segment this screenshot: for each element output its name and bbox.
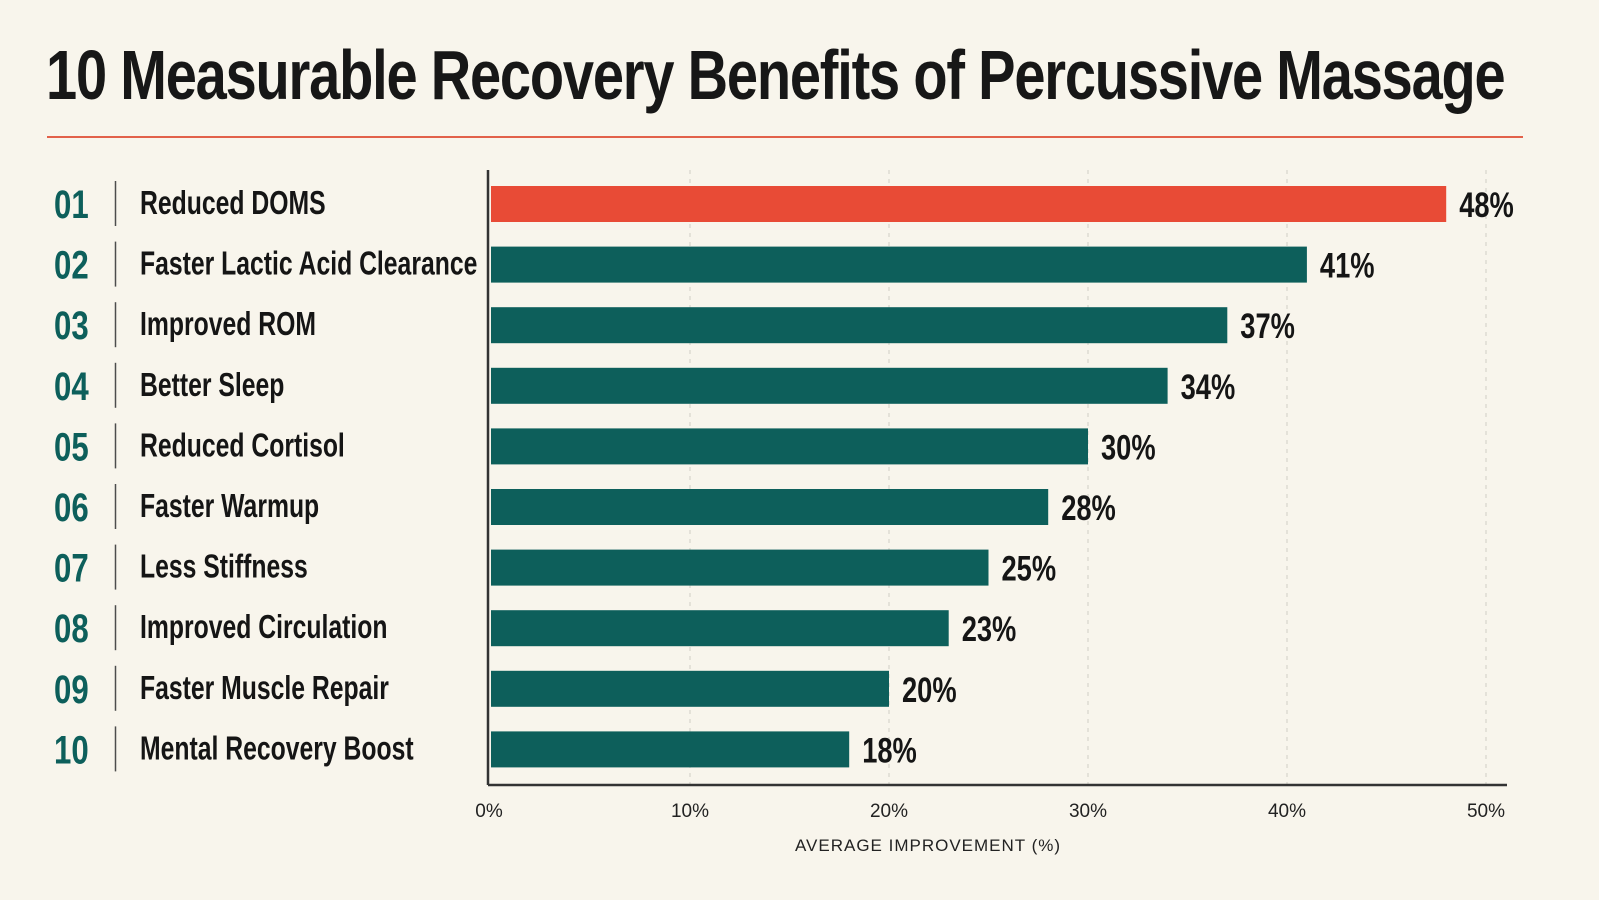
bar-10 [491, 731, 850, 768]
x-tick-label-50: 50% [1467, 801, 1505, 822]
rank-number-8: 08 [54, 607, 89, 652]
category-label-3: Improved ROM [140, 307, 316, 343]
bar-3 [491, 307, 1228, 344]
bar-8 [491, 610, 949, 647]
category-label-2: Faster Lactic Acid Clearance [140, 246, 477, 282]
value-label-2: 41% [1320, 246, 1375, 285]
value-label-3: 37% [1240, 307, 1295, 346]
value-label-8: 23% [962, 610, 1017, 649]
rank-number-9: 09 [54, 667, 89, 712]
rank-number-3: 03 [54, 304, 89, 349]
category-label-5: Reduced Cortisol [140, 428, 345, 464]
rank-number-6: 06 [54, 485, 89, 530]
value-label-6: 28% [1061, 489, 1116, 528]
title-divider [47, 136, 1523, 138]
category-label-4: Better Sleep [140, 368, 284, 404]
value-label-7: 25% [1001, 549, 1056, 588]
value-label-4: 34% [1181, 368, 1236, 407]
value-label-9: 20% [902, 671, 957, 710]
category-label-7: Less Stiffness [140, 549, 308, 585]
category-label-9: Faster Muscle Repair [140, 671, 389, 707]
rank-number-2: 02 [54, 243, 89, 288]
rank-number-7: 07 [54, 546, 89, 591]
bar-6 [491, 489, 1049, 525]
x-axis-title: AVERAGE IMPROVEMENT (%) [795, 836, 1061, 855]
bar-5 [491, 428, 1088, 465]
bar-2 [491, 246, 1307, 283]
x-tick-label-0: 0% [475, 801, 503, 822]
bar-4 [491, 367, 1168, 404]
rank-number-10: 10 [54, 728, 89, 773]
rank-number-4: 04 [54, 364, 89, 409]
rank-number-1: 01 [54, 182, 89, 227]
x-tick-label-20: 20% [870, 801, 908, 822]
x-tick-label-30: 30% [1069, 801, 1107, 822]
x-tick-label-10: 10% [671, 801, 709, 822]
value-label-5: 30% [1101, 428, 1156, 467]
bar-1 [491, 186, 1447, 222]
value-label-1: 48% [1459, 186, 1514, 225]
category-label-8: Improved Circulation [140, 610, 387, 646]
category-label-10: Mental Recovery Boost [140, 731, 414, 767]
value-label-10: 18% [862, 731, 917, 770]
rank-number-5: 05 [54, 425, 89, 470]
bar-7 [491, 549, 989, 586]
bar-9 [491, 670, 889, 707]
category-label-6: Faster Warmup [140, 489, 319, 525]
x-tick-label-40: 40% [1268, 801, 1306, 822]
category-label-1: Reduced DOMS [140, 186, 326, 222]
